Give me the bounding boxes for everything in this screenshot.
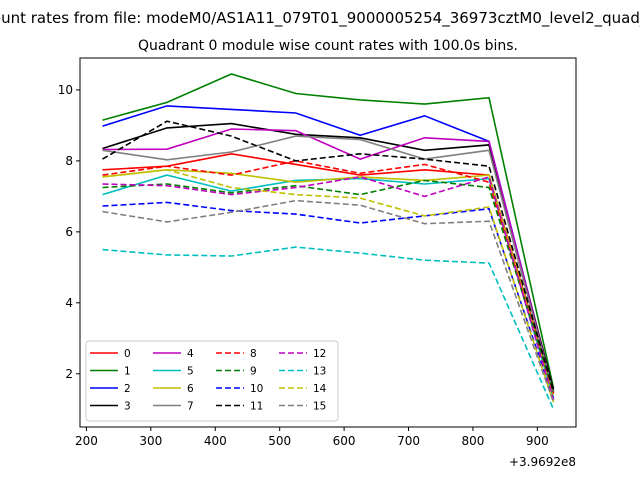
x-tick-label: 300 [139, 434, 162, 448]
series-line-11 [102, 120, 555, 392]
legend-label-3: 3 [124, 401, 131, 413]
x-tick-label: 700 [397, 434, 420, 448]
series-lines [102, 73, 555, 410]
series-line-10 [102, 201, 555, 399]
y-tick-label: 4 [65, 296, 73, 310]
legend-label-14: 14 [313, 383, 327, 395]
series-line-4 [102, 128, 555, 394]
legend-label-1: 1 [124, 366, 131, 378]
series-line-8 [102, 160, 555, 394]
x-tick-label: 500 [268, 434, 291, 448]
legend-label-15: 15 [313, 401, 326, 413]
series-line-14 [102, 168, 555, 403]
x-offset-label: +3.9692e8 [509, 455, 576, 469]
x-tick-label: 800 [461, 434, 484, 448]
legend-label-6: 6 [187, 383, 194, 395]
legend-label-11: 11 [250, 401, 263, 413]
y-tick-label: 2 [65, 367, 73, 381]
x-tick-label: 400 [204, 434, 227, 448]
legend-label-12: 12 [313, 348, 326, 360]
legend-label-0: 0 [124, 348, 131, 360]
y-tick-label: 10 [58, 83, 73, 97]
series-line-9 [102, 179, 555, 392]
legend-label-8: 8 [250, 348, 257, 360]
series-line-0 [102, 152, 555, 392]
legend-label-4: 4 [187, 348, 194, 360]
series-line-6 [102, 168, 555, 396]
x-tick-label: 200 [75, 434, 98, 448]
chart-title: Quadrant 0 module wise count rates with … [138, 38, 518, 54]
plot-frame [79, 57, 577, 428]
series-line-7 [102, 135, 555, 394]
x-tick-label: 900 [526, 434, 549, 448]
series-line-2 [102, 105, 555, 392]
legend-box [85, 340, 339, 422]
series-line-3 [102, 122, 555, 390]
y-tick-label: 6 [65, 225, 73, 239]
series-line-13 [102, 246, 555, 410]
legend-label-10: 10 [250, 383, 263, 395]
legend-label-13: 13 [313, 366, 326, 378]
series-line-1 [102, 73, 555, 389]
y-tick-label: 8 [65, 154, 73, 168]
series-line-15 [102, 199, 555, 403]
figure-suptitle: Plots of count rates from file: modeM0/A… [0, 9, 640, 28]
legend-label-9: 9 [250, 366, 257, 378]
series-line-12 [102, 175, 555, 401]
legend-label-5: 5 [187, 366, 194, 378]
x-tick-label: 600 [333, 434, 356, 448]
legend-label-7: 7 [187, 401, 194, 413]
legend-label-2: 2 [124, 383, 131, 395]
